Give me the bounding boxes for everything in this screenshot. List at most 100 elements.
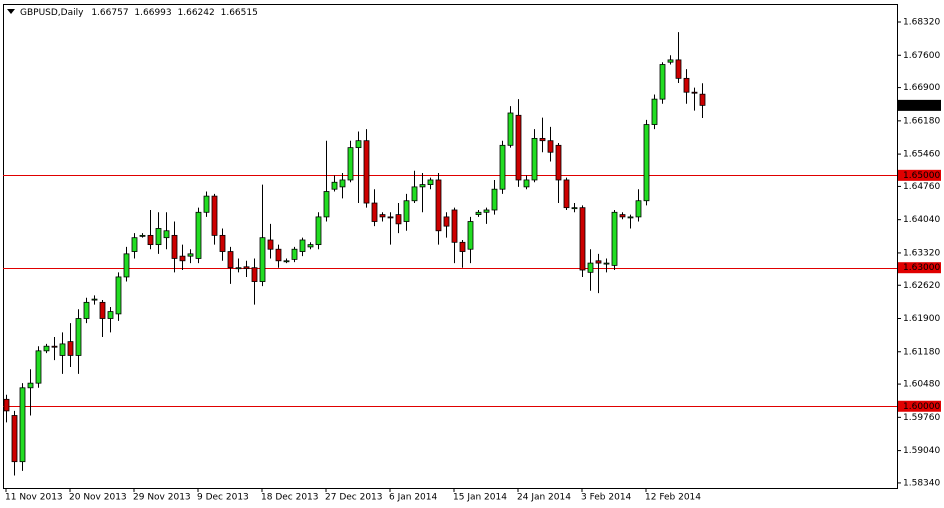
candle-body — [467, 221, 474, 250]
candle-body — [379, 214, 386, 218]
candle-body — [267, 239, 274, 250]
candle-body — [99, 301, 106, 319]
candle-body — [123, 253, 130, 278]
candle-body — [163, 230, 170, 239]
price-level-label: 1.65000 — [903, 171, 940, 181]
x-tick-label: 3 Feb 2014 — [581, 493, 632, 503]
candle-body — [307, 244, 314, 248]
candle-body — [115, 276, 122, 315]
candle-body — [499, 144, 506, 190]
last-price-tag — [898, 99, 941, 111]
candle-body — [363, 140, 370, 204]
candle-body — [59, 343, 66, 356]
x-tick-label: 12 Feb 2014 — [645, 493, 701, 503]
candle-body — [451, 209, 458, 243]
candle-body — [691, 91, 698, 94]
candle-body — [19, 387, 26, 463]
candle-body — [435, 179, 442, 232]
candle-body — [491, 188, 498, 211]
header-low: 1.66242 — [178, 8, 215, 18]
chart-header: GBPUSD,Daily 1.66757 1.66993 1.66242 1.6… — [20, 8, 258, 18]
candle-body — [603, 262, 610, 265]
chart-title: GBPUSD,Daily — [20, 8, 84, 18]
candle-body — [43, 345, 50, 352]
candle-body — [291, 248, 298, 260]
candle-body — [315, 216, 322, 246]
candle-body — [595, 260, 602, 264]
price-level-tag — [898, 262, 941, 274]
candle-body — [635, 200, 642, 218]
candle-body — [651, 98, 658, 125]
candle-body — [659, 64, 666, 100]
x-tick-label: 9 Dec 2013 — [197, 493, 249, 503]
x-tick-label: 15 Jan 2014 — [453, 493, 507, 503]
candle-body — [411, 186, 418, 202]
candle-body — [283, 260, 290, 263]
candle-body — [683, 77, 690, 93]
header-high: 1.66993 — [134, 8, 171, 18]
candle-body — [395, 214, 402, 225]
candle-body — [331, 181, 338, 190]
candle-body — [83, 301, 90, 319]
menu-arrow[interactable] — [7, 9, 15, 14]
candle-body — [555, 144, 562, 181]
candle-body — [235, 267, 242, 270]
candle-body — [579, 207, 586, 271]
y-tick-label: 1.60480 — [903, 380, 940, 390]
y-tick-label: 1.61900 — [903, 314, 940, 324]
candle-body — [459, 241, 466, 252]
y-tick-label: 1.67600 — [903, 51, 940, 61]
candle-body — [11, 415, 18, 463]
y-tick-label: 1.68320 — [903, 18, 940, 28]
candle-body — [299, 239, 306, 252]
price-level-tag — [898, 169, 941, 181]
y-tick-label: 1.61180 — [903, 347, 940, 357]
candle-body — [75, 318, 82, 356]
candle-body — [131, 237, 138, 252]
candle-body — [563, 179, 570, 209]
candle-body — [371, 202, 378, 222]
candle-body — [51, 345, 58, 348]
header-close: 1.66515 — [221, 8, 258, 18]
candle-body — [587, 262, 594, 273]
y-tick-label: 1.64040 — [903, 215, 940, 225]
candle-body — [675, 59, 682, 79]
candle-body — [275, 248, 282, 262]
candle-body — [643, 124, 650, 202]
candle-body — [443, 216, 450, 227]
candle-body — [107, 311, 114, 319]
candle-body — [171, 234, 178, 259]
candle-body — [259, 237, 266, 282]
candle-body — [619, 214, 626, 218]
y-tick-label: 1.66180 — [903, 116, 940, 126]
candle-body — [3, 398, 10, 412]
candle-body — [667, 59, 674, 63]
candle-body — [219, 234, 226, 252]
candle-body — [427, 179, 434, 185]
candle-body — [251, 267, 258, 282]
candle-body — [347, 147, 354, 181]
candle-body — [195, 211, 202, 259]
last-price-label: 1.66515 — [903, 101, 940, 111]
candle-body — [187, 253, 194, 257]
candle-body — [355, 140, 362, 149]
x-tick-label: 29 Nov 2013 — [133, 493, 191, 503]
candle-body — [571, 207, 578, 210]
candle-body — [507, 112, 514, 146]
y-tick-label: 1.59040 — [903, 446, 940, 456]
candle-body — [227, 251, 234, 269]
candle-body — [531, 137, 538, 181]
y-tick-label: 1.65460 — [903, 150, 940, 160]
candle-body — [147, 234, 154, 246]
x-tick-label: 27 Dec 2013 — [325, 493, 383, 503]
price-level-label: 1.63000 — [903, 263, 940, 273]
y-tick-label: 1.59760 — [903, 413, 940, 423]
x-tick-label: 24 Jan 2014 — [517, 493, 571, 503]
candle-body — [475, 211, 482, 215]
y-tick-label: 1.66900 — [903, 83, 940, 93]
candle-body — [515, 114, 522, 181]
candle-body — [483, 209, 490, 213]
x-tick-label: 18 Dec 2013 — [261, 493, 319, 503]
